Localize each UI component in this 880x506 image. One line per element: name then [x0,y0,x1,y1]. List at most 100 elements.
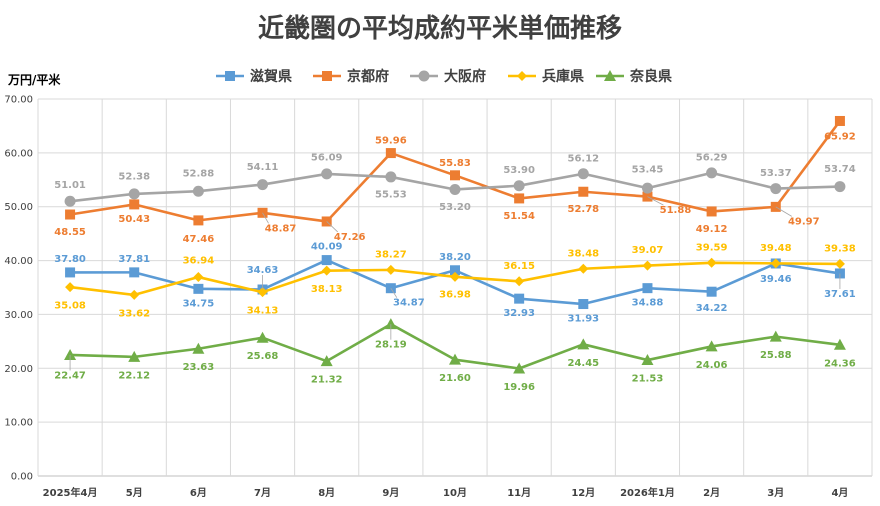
legend-label: 京都府 [347,68,389,85]
y-tick-label: 20.00 [4,364,33,375]
data-point [321,255,332,266]
data-label: 34.87 [393,298,425,309]
data-label: 37.80 [54,254,86,265]
data-label: 39.38 [824,243,856,254]
data-point [770,258,781,269]
label-leader [262,212,269,224]
data-point [128,350,141,362]
legend-item: 滋賀県 [216,68,292,85]
data-label: 50.43 [118,214,150,225]
chart-title: 近畿圏の平均成約平米単価推移 [258,13,622,44]
y-tick-label: 60.00 [4,148,33,159]
data-point [193,283,204,294]
y-tick-label: 30.00 [4,310,33,321]
y-axis-unit-label: 万円/平米 [7,72,61,87]
x-tick-label: 7月 [254,487,271,499]
data-point [514,193,525,204]
data-point [257,287,268,298]
data-label: 55.83 [439,158,471,169]
data-point [834,115,845,126]
x-tick-label: 6月 [190,487,207,499]
data-point [514,276,525,287]
data-label: 21.32 [311,375,343,386]
data-point [578,263,589,274]
data-label: 34.63 [247,265,279,276]
data-label: 25.88 [760,350,792,361]
data-label: 34.13 [247,306,279,317]
data-label: 55.53 [375,189,407,200]
data-label: 38.48 [567,248,599,259]
data-label: 56.29 [696,152,728,163]
data-label: 28.19 [375,340,407,351]
data-label: 53.37 [760,168,792,179]
y-tick-label: 40.00 [4,256,33,267]
data-point [578,299,589,310]
data-point [64,195,76,207]
data-label: 38.27 [375,249,407,260]
legend-item: 京都府 [313,68,389,85]
data-label: 52.88 [183,169,215,180]
data-label: 53.45 [632,165,664,176]
series-layer [64,115,846,374]
data-point [577,338,590,350]
legend-item: 奈良県 [596,68,672,85]
legend-marker [604,70,616,81]
data-point [129,199,140,210]
data-point [833,338,846,350]
data-label: 35.08 [54,301,86,312]
data-label: 21.60 [439,373,471,384]
data-point [65,282,76,293]
data-point [129,267,140,278]
label-leader [390,287,398,298]
legend-marker [225,71,235,81]
x-tick-label: 4月 [831,487,848,499]
y-axis-ticks: 0.00 10.00 20.00 30.00 40.00 50.00 60.00 70.00 [4,95,33,483]
data-label: 40.09 [311,242,343,253]
data-label: 24.45 [567,358,599,369]
data-label: 47.26 [334,232,366,243]
legend-item: 兵庫県 [508,68,584,85]
data-label: 52.78 [567,204,599,215]
data-label: 24.36 [824,358,856,369]
data-point [769,330,782,342]
data-point [770,183,782,195]
data-point [450,170,460,181]
y-tick-label: 0.00 [11,472,33,483]
data-label: 36.98 [439,289,471,300]
data-label: 33.62 [118,308,150,319]
data-point [384,318,397,330]
data-point [64,348,77,360]
data-point [513,180,525,192]
data-label: 24.06 [696,360,728,371]
data-point [642,283,653,294]
data-label: 65.92 [824,131,856,142]
data-point [834,181,846,193]
data-label: 52.38 [118,171,150,182]
x-tick-label: 11月 [507,487,531,499]
data-label: 54.11 [247,162,279,173]
data-label: 36.94 [183,256,215,267]
data-label: 51.88 [660,205,692,216]
data-point [257,179,269,191]
y-tick-label: 70.00 [4,95,33,106]
data-label: 51.54 [503,211,535,222]
data-point [193,215,204,226]
data-point [706,206,717,217]
data-label: 48.55 [54,227,86,238]
legend-label: 兵庫県 [542,68,584,85]
y-tick-label: 50.00 [4,202,33,213]
data-point [642,260,653,271]
data-point [450,271,460,282]
data-point [706,257,717,268]
data-point [513,362,526,374]
data-label: 31.93 [567,314,599,325]
data-point [641,354,654,366]
x-tick-label: 2025年4月 [43,486,98,499]
data-label: 51.01 [54,180,86,191]
x-tick-label: 10月 [443,487,467,499]
data-point [385,171,397,183]
data-point [320,355,333,367]
x-tick-label: 12月 [571,487,595,499]
legend-item: 大阪府 [410,68,486,85]
